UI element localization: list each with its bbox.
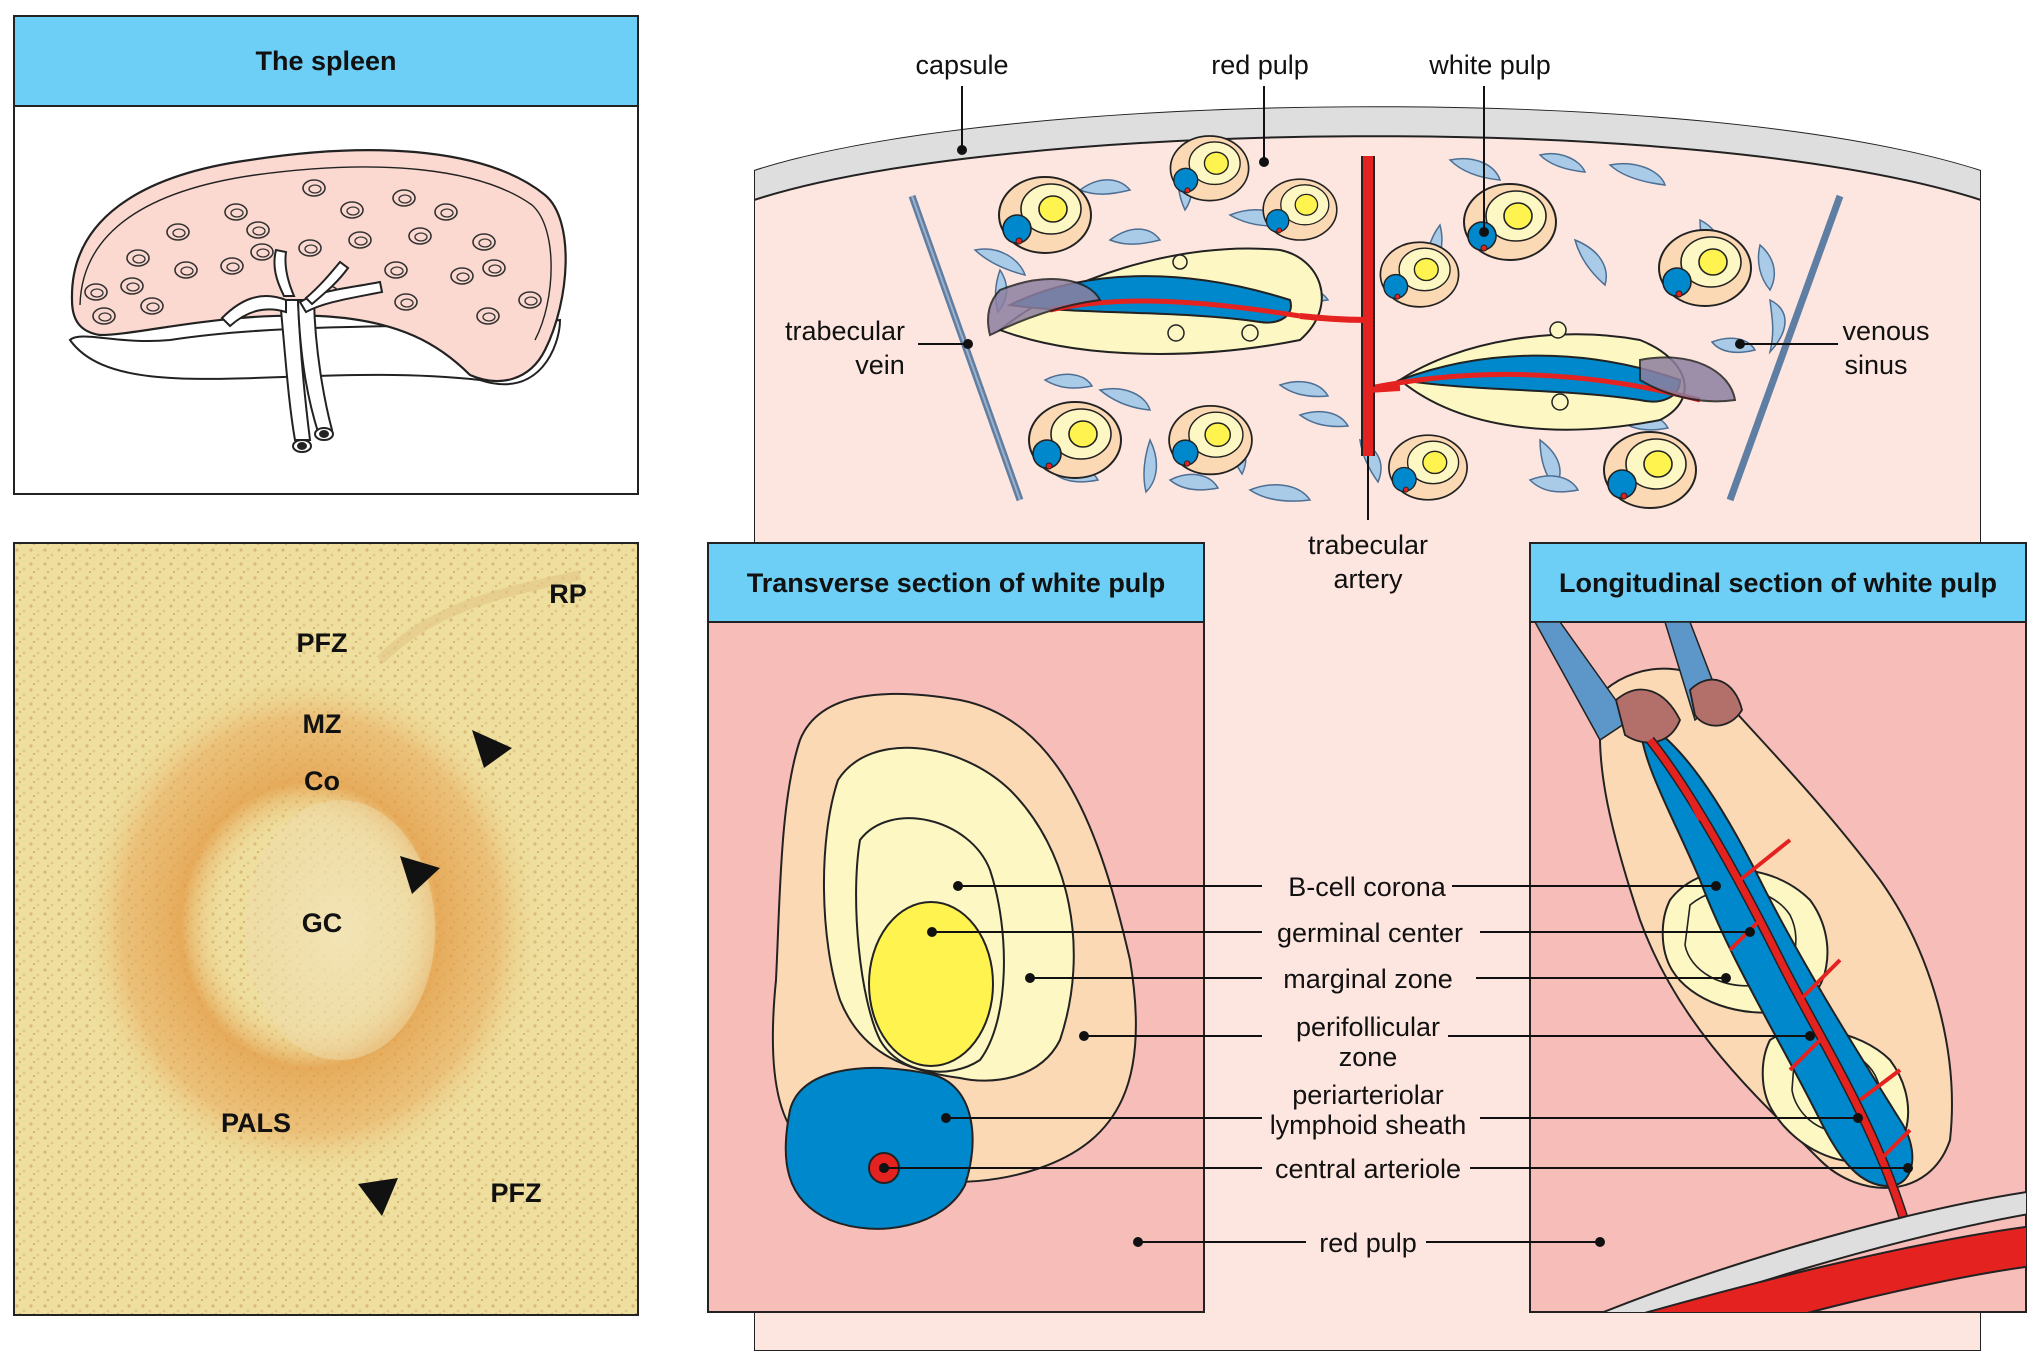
legend-pals-2: lymphoid sheath: [1270, 1110, 1467, 1140]
longitudinal-artery: [1644, 1225, 2026, 1312]
transverse-pals: [784, 1067, 974, 1230]
label-trabecular-vein-2: vein: [855, 350, 905, 380]
longitudinal-panel: Longitudinal section of white pulp: [1529, 542, 2027, 1313]
label-white-pulp: white pulp: [1428, 50, 1551, 80]
spleen-panel-header: [13, 15, 639, 107]
longitudinal-panel-title: Longitudinal section of white pulp: [1559, 568, 1997, 598]
spleen-panel-title: The spleen: [255, 46, 396, 76]
hilar-vessels: [220, 248, 384, 453]
legend-central-arteriole: central arteriole: [1275, 1154, 1461, 1184]
transverse-panel: Transverse section of white pulp: [707, 542, 1205, 1313]
legend-label-backdrops: [1266, 868, 1476, 1258]
label-venous-sinus-2: sinus: [1844, 350, 1907, 380]
label-trabecular-artery-1: trabecular: [1308, 530, 1428, 560]
legend-b-cell-corona: B-cell corona: [1288, 872, 1447, 902]
arrowhead-marker: [358, 1178, 398, 1216]
transverse-germinal-center: [868, 901, 994, 1067]
label-venous-sinus-1: venous: [1842, 316, 1929, 346]
micro-label-co: Co: [304, 766, 340, 796]
spleen-panel: The spleen: [13, 15, 639, 495]
transverse-panel-title: Transverse section of white pulp: [747, 568, 1166, 598]
longitudinal-panel-header: [1529, 542, 2027, 623]
micro-label-gc: GC: [302, 908, 343, 938]
legend-perifollicular-1: perifollicular: [1296, 1012, 1440, 1042]
label-trabecular-artery-2: artery: [1333, 564, 1403, 594]
overview-lymphoid-sheath-left: [987, 247, 1323, 355]
micro-label-rp: RP: [549, 579, 587, 609]
legend-leader-lines: [879, 881, 1913, 1247]
overview-lymphoid-sheath-right: [1369, 321, 1737, 431]
micrograph-germinal-center: [245, 800, 435, 1060]
arrowhead-marker: [400, 856, 440, 894]
label-red-pulp-top: red pulp: [1211, 50, 1309, 80]
micrograph-panel: RP PFZ MZ Co GC PALS PFZ: [13, 542, 639, 1316]
micro-label-pals: PALS: [221, 1108, 291, 1138]
legend-marginal-zone: marginal zone: [1283, 964, 1453, 994]
legend-red-pulp: red pulp: [1319, 1228, 1417, 1258]
micro-label-pfz-top: PFZ: [297, 628, 348, 658]
trabecular-vein: [1726, 194, 1844, 502]
legend-pals-1: periarteriolar: [1292, 1080, 1444, 1110]
label-capsule: capsule: [915, 50, 1008, 80]
micro-label-mz: MZ: [303, 709, 342, 739]
transverse-panel-header: [707, 542, 1205, 623]
arrowhead-marker: [472, 730, 512, 768]
micro-label-pfz-bottom: PFZ: [491, 1178, 542, 1208]
legend-perifollicular-2: zone: [1339, 1042, 1398, 1072]
label-trabecular-vein-1: trabecular: [785, 316, 905, 346]
spleen-organ: [70, 149, 567, 383]
legend-germinal-center: germinal center: [1277, 918, 1463, 948]
